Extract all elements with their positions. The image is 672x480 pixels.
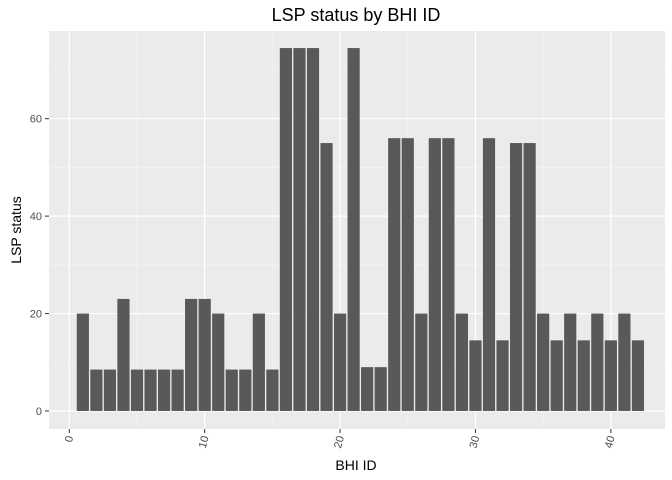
bar (388, 138, 401, 411)
y-tick-label: 0 (36, 406, 42, 418)
bar (509, 143, 523, 411)
x-axis-title: BHI ID (335, 457, 376, 473)
bar (117, 298, 130, 411)
bar (577, 340, 590, 411)
bar (144, 369, 157, 411)
bar (185, 298, 198, 411)
bar (442, 138, 455, 411)
bar (591, 313, 604, 411)
bar (320, 143, 333, 411)
bar (401, 138, 414, 411)
x-tick-label: 40 (603, 435, 618, 450)
bar (306, 48, 320, 411)
bar (279, 48, 293, 411)
bar (130, 369, 144, 411)
x-tick-label: 30 (468, 435, 483, 450)
bar (537, 313, 550, 411)
bar (482, 138, 496, 411)
bar (266, 369, 279, 411)
bar (293, 48, 306, 411)
bar (523, 143, 536, 411)
bar (618, 313, 631, 411)
bar (103, 369, 117, 411)
y-tick-label: 20 (30, 309, 42, 321)
bar (550, 340, 563, 411)
bar (374, 367, 387, 411)
bar (212, 313, 225, 411)
bar (564, 313, 577, 411)
bar (171, 369, 184, 411)
x-axis: 0 10 20 30 40 (63, 429, 618, 450)
bar (347, 48, 360, 411)
bar (239, 369, 252, 411)
x-tick-label: 10 (197, 435, 212, 450)
bar (252, 313, 265, 411)
bar (428, 138, 441, 411)
y-axis: 0 20 40 60 (30, 114, 49, 418)
bars (76, 48, 645, 411)
bar (455, 313, 469, 411)
bar (604, 340, 617, 411)
bar (496, 340, 509, 411)
bar (90, 369, 103, 411)
y-axis-title: LSP status (8, 196, 24, 263)
bar (157, 369, 171, 411)
bar (361, 367, 374, 411)
x-tick-label: 20 (332, 435, 347, 450)
chart-title: LSP status by BHI ID (272, 5, 441, 25)
bar (631, 340, 645, 411)
bar (415, 313, 428, 411)
bar (225, 369, 238, 411)
y-tick-label: 60 (30, 114, 42, 126)
bar (333, 313, 347, 411)
y-tick-label: 40 (30, 211, 42, 223)
bar (76, 313, 89, 411)
x-tick-label: 0 (63, 435, 76, 444)
bar (198, 298, 211, 411)
bar (469, 340, 482, 411)
